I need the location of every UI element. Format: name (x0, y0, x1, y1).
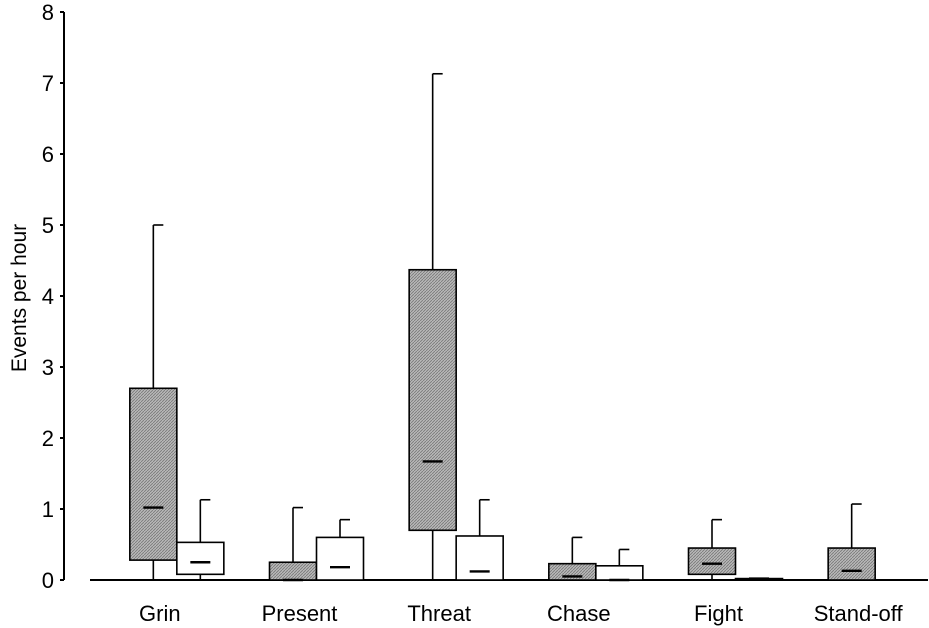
box-rect (456, 536, 503, 580)
box-a-present (270, 508, 317, 580)
y-tick-label: 2 (42, 426, 54, 451)
y-tick-label: 4 (42, 284, 54, 309)
box-a-chase (549, 537, 596, 580)
x-category-label: Chase (547, 601, 611, 626)
y-tick-label: 8 (42, 0, 54, 25)
box-rect (270, 562, 317, 580)
box-rect (689, 548, 736, 574)
x-category-label: Fight (694, 601, 743, 626)
x-axis: Grin Present Threat Chase Fight Stand-off (90, 580, 928, 626)
box-rect (828, 548, 875, 580)
x-category-label: Grin (139, 601, 181, 626)
box-b-fight (736, 579, 783, 580)
x-category-label: Present (262, 601, 338, 626)
box-rect (317, 537, 364, 580)
y-axis: 0 1 2 3 4 5 6 7 8 (42, 0, 64, 593)
y-tick-label: 6 (42, 142, 54, 167)
box-b-present (317, 520, 364, 580)
x-category-label: Stand-off (814, 601, 904, 626)
box-a-stand-off (828, 504, 875, 580)
box-a-threat (409, 74, 456, 580)
y-tick-label: 0 (42, 568, 54, 593)
box-rect (130, 388, 177, 560)
y-tick-label: 1 (42, 497, 54, 522)
y-axis-title: Events per hour (8, 224, 31, 372)
boxes (130, 74, 875, 580)
box-b-grin (177, 500, 224, 580)
box-a-fight (689, 520, 736, 580)
box-a-grin (130, 225, 177, 580)
x-category-label: Threat (407, 601, 471, 626)
box-rect (596, 566, 643, 580)
y-tick-label: 7 (42, 71, 54, 96)
box-rect (409, 270, 456, 531)
box-rect (177, 542, 224, 574)
box-b-threat (456, 500, 503, 580)
y-tick-label: 3 (42, 355, 54, 380)
box-b-chase (596, 549, 643, 580)
y-tick-label: 5 (42, 213, 54, 238)
